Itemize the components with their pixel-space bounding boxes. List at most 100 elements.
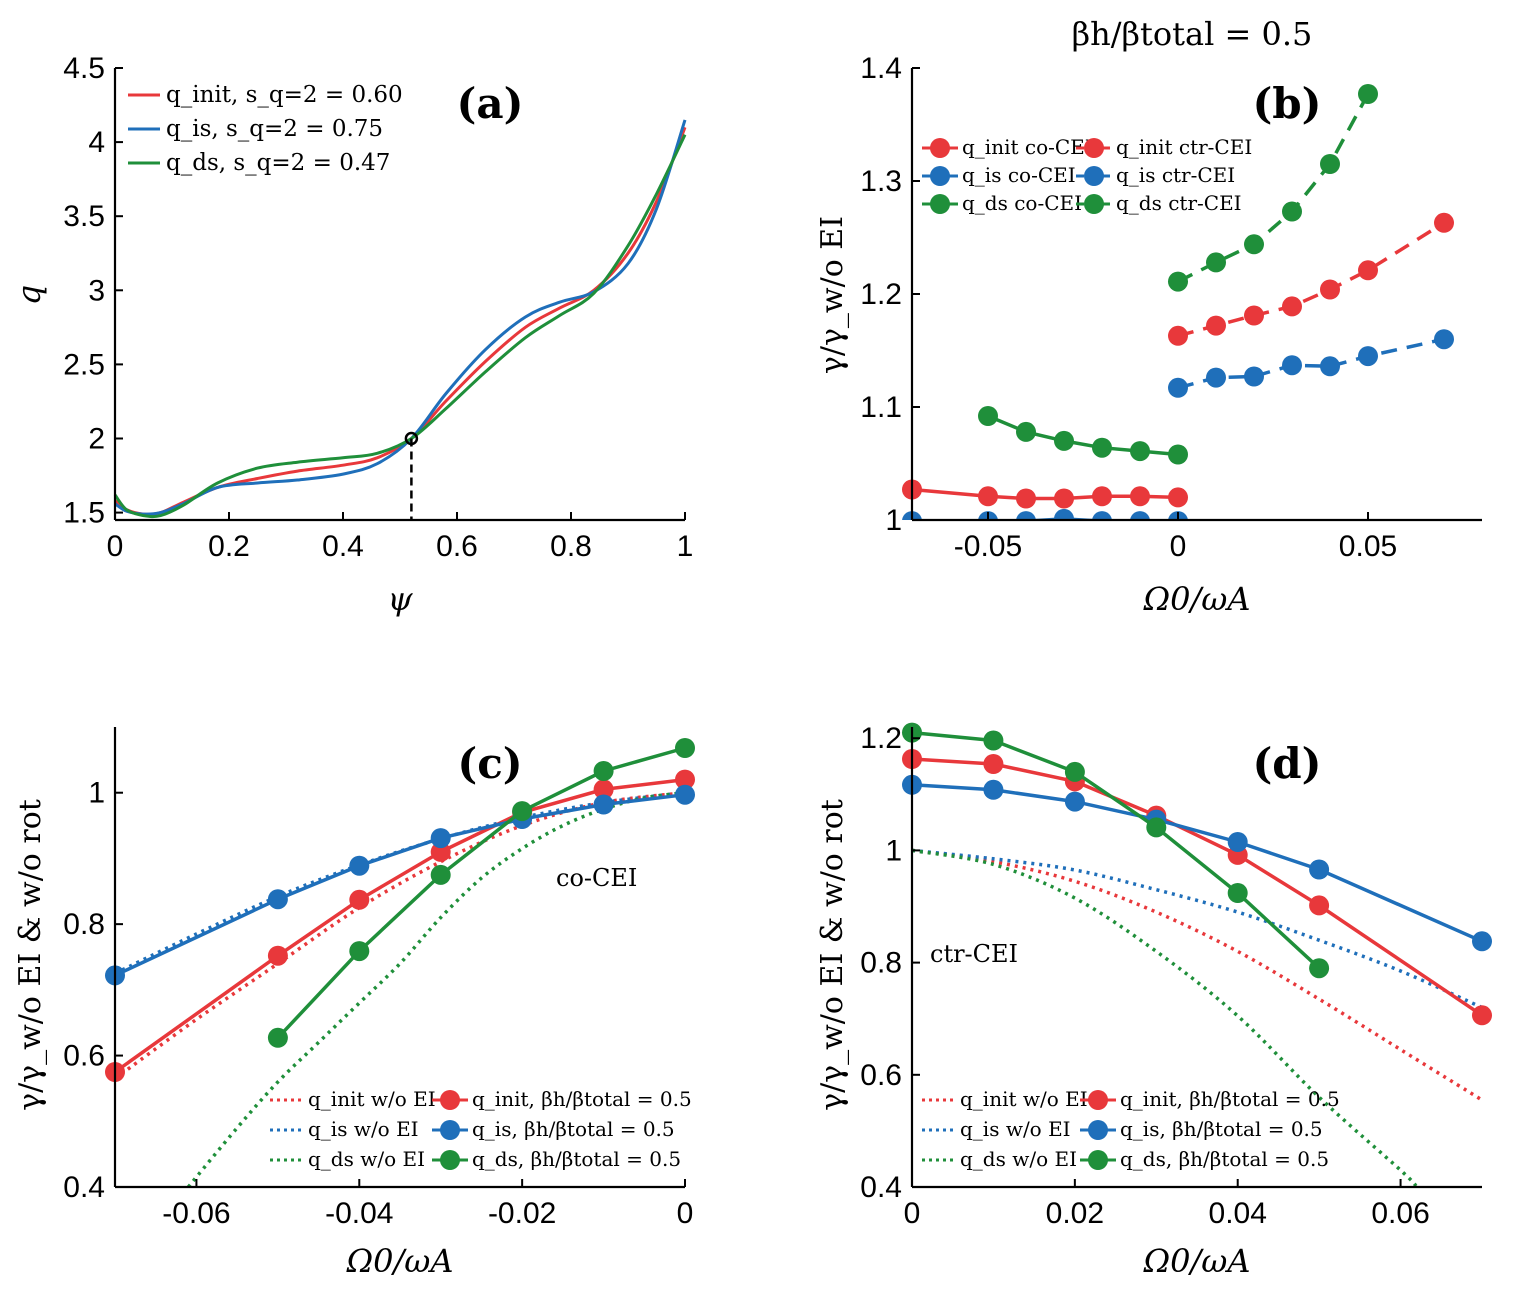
series-b-init-solid — [902, 479, 1188, 509]
legend-c-ds-marker — [440, 1150, 460, 1170]
data-point-ds — [349, 941, 370, 962]
data-point-is — [430, 828, 451, 849]
legend-b-init-ctr-marker — [1084, 138, 1104, 158]
x-axis-label-c: Ω0/ωA — [346, 1242, 454, 1280]
data-point-is — [675, 784, 695, 805]
data-point-init — [1309, 895, 1330, 916]
curve-ds — [113, 134, 687, 519]
data-point-is — [1206, 367, 1226, 388]
dotted-line-is — [911, 848, 1483, 1010]
data-point-init — [1282, 296, 1302, 317]
legend-b-ds-ctr-marker — [1084, 194, 1104, 214]
y-tick-label-a: 3 — [88, 274, 105, 307]
data-point-ds — [1168, 271, 1188, 292]
x-tick-label-b: -0.05 — [954, 530, 1022, 563]
line-is — [911, 783, 1483, 943]
series-b-ds-dashed — [1168, 84, 1378, 292]
legend-c-init-dot: q_init w/o EI — [308, 1087, 436, 1111]
y-tick-label-a: 4 — [88, 126, 105, 159]
x-tick-label-a: 0 — [107, 530, 124, 563]
y-tick-label-d: 0.4 — [860, 1171, 902, 1204]
x-tick-label-c: -0.02 — [488, 1197, 556, 1230]
data-point-is — [1434, 329, 1454, 350]
data-point-is — [1472, 931, 1492, 952]
x-tick-label-a: 1 — [677, 530, 694, 563]
y-tick-label-b: 1.1 — [860, 391, 902, 424]
legend-d-ds-dot: q_ds w/o EI — [960, 1147, 1077, 1171]
x-axis-label-d: Ω0/ωA — [1143, 1242, 1251, 1280]
data-point-ds — [512, 801, 533, 822]
x-tick-label-c: -0.06 — [162, 1197, 230, 1230]
x-tick-label-d: 0 — [904, 1197, 921, 1230]
line-ds — [276, 746, 686, 1039]
data-point-is — [593, 794, 614, 815]
data-point-ds — [1206, 252, 1226, 273]
legend-b-is-co-marker — [930, 166, 950, 186]
data-point-is — [1358, 346, 1378, 367]
y-tick-label-c: 0.8 — [63, 908, 105, 941]
x-tick-label-b: 0.05 — [1339, 530, 1397, 563]
line-ds — [911, 730, 1321, 970]
data-point-is — [1016, 511, 1036, 520]
data-point-ds — [1244, 234, 1264, 255]
data-point-ds — [593, 761, 614, 781]
data-point-init — [983, 754, 1004, 774]
dotted-line-init — [911, 848, 1483, 1102]
y-tick-label-b: 1.3 — [860, 165, 902, 198]
data-point-init — [1054, 488, 1074, 509]
y-axis-label-a: q — [10, 285, 48, 305]
x-tick-label-a: 0.4 — [322, 530, 364, 563]
data-point-is — [267, 889, 288, 910]
axes-c: -0.06 -0.04 -0.02 0 0.4 0.6 0.8 1 Ω0/ωA γ/γ_w/o E… — [13, 727, 693, 1280]
data-point-ds — [1064, 761, 1085, 782]
data-point-init — [1206, 315, 1226, 336]
data-point-init — [349, 889, 370, 910]
data-point-is — [1168, 377, 1188, 398]
data-point-ds — [1320, 154, 1340, 174]
panel-c-legend: q_init w/o EI q_is w/o EI q_ds w/o EI q_… — [270, 1087, 692, 1171]
legend-d-is: q_is, βh/βtotal = 0.5 — [1120, 1117, 1323, 1141]
series-a-ds-line — [113, 134, 687, 519]
data-point-ds — [1358, 84, 1378, 104]
dotted-line-ds — [186, 790, 686, 1187]
data-point-ds — [675, 738, 695, 758]
y-tick-label-a: 4.5 — [63, 52, 105, 85]
y-tick-label-a: 2.5 — [63, 348, 105, 381]
legend-b-is-co: q_is co-CEI — [962, 163, 1076, 187]
data-point-is — [983, 779, 1004, 800]
series-d-is-solid — [902, 774, 1492, 952]
legend-b-init-ctr: q_init ctr-CEI — [1116, 135, 1252, 159]
y-tick-label-a: 2 — [88, 422, 105, 455]
series-c-ds-dotted — [186, 790, 686, 1187]
data-point-init — [1320, 279, 1340, 300]
panel-c-label: (c) — [457, 739, 522, 788]
legend-a-init: q_init, s_q=2 = 0.60 — [166, 82, 403, 108]
data-point-is — [1227, 832, 1248, 852]
legend-d-init-marker — [1088, 1090, 1108, 1110]
y-axis-label-b: γ/γ_w/o EI — [815, 216, 850, 374]
legend-c-ds-dot: q_ds w/o EI — [308, 1147, 425, 1171]
data-point-is — [1282, 355, 1302, 376]
legend-a-ds: q_ds, s_q=2 = 0.47 — [166, 150, 390, 176]
data-point-ds — [1092, 437, 1112, 458]
data-point-ds — [267, 1027, 288, 1048]
curve-init — [114, 126, 687, 516]
legend-b-init-co-marker — [930, 138, 950, 158]
line-init — [113, 777, 686, 1074]
series-b-init-dashed — [1168, 212, 1454, 346]
plot-area-a — [113, 119, 687, 519]
legend-c-init: q_init, βh/βtotal = 0.5 — [472, 1087, 692, 1111]
x-tick-label-a: 0.8 — [550, 530, 592, 563]
data-point-init — [1168, 325, 1188, 346]
data-point-ds — [983, 730, 1004, 751]
series-d-init-dotted — [911, 848, 1483, 1102]
y-tick-label-c: 0.6 — [63, 1040, 105, 1073]
legend-b-ds-co-marker — [930, 194, 950, 214]
legend-d-ds: q_ds, βh/βtotal = 0.5 — [1120, 1147, 1329, 1171]
panel-d-label: (d) — [1252, 739, 1321, 788]
data-point-ds — [430, 864, 451, 885]
legend-c-is: q_is, βh/βtotal = 0.5 — [472, 1117, 675, 1141]
legend-b-ds-co: q_ds co-CEI — [962, 191, 1082, 215]
x-axis-label-a: ψ — [387, 580, 413, 618]
